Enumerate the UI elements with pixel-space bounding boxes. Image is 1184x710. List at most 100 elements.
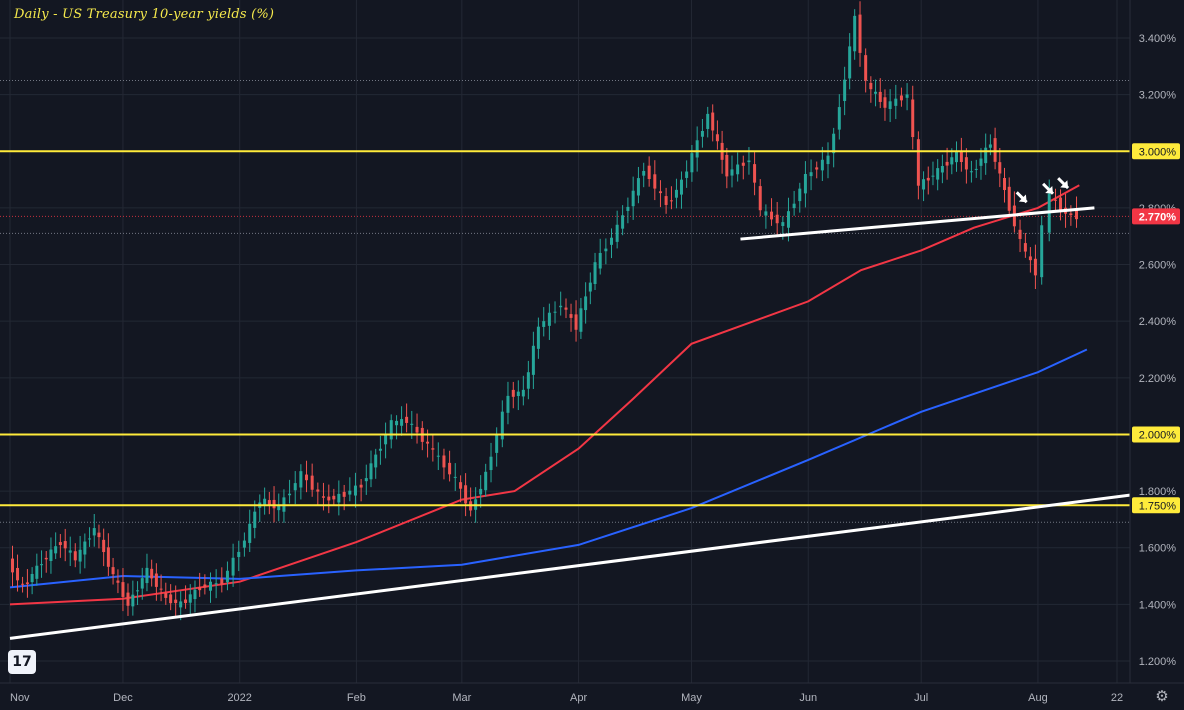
candle-body: [826, 155, 830, 165]
candle-body: [741, 162, 745, 166]
candle-body: [674, 189, 678, 198]
candle-body: [495, 435, 499, 453]
price-label-text: 3.000%: [1139, 146, 1177, 158]
candle-body: [405, 416, 409, 423]
candle-body: [730, 169, 734, 176]
candle-body: [786, 211, 790, 228]
candle-body: [798, 188, 802, 202]
candle-body: [610, 237, 614, 245]
candle-body: [1033, 258, 1037, 276]
time-axis-panel: [0, 683, 1184, 710]
x-tick-label: Apr: [570, 692, 587, 704]
candle-body: [888, 101, 892, 109]
candles: [11, 1, 1079, 621]
candle-body: [140, 578, 144, 589]
candle-body: [145, 567, 149, 584]
candle-body: [837, 107, 841, 130]
candle-body: [950, 157, 954, 165]
candle-body: [378, 448, 382, 451]
candle-body: [781, 222, 785, 227]
candle-body: [126, 592, 130, 606]
candle-body: [131, 594, 135, 607]
candle-body: [193, 589, 197, 600]
candle-body: [931, 175, 935, 177]
candle-body: [685, 171, 689, 178]
candle-body: [574, 314, 578, 330]
candle-body: [869, 82, 873, 90]
arrow-marker: [1057, 177, 1070, 190]
candle-body: [979, 158, 983, 166]
candle-body: [231, 557, 235, 576]
candle-body: [11, 558, 15, 573]
y-tick-label: 2.400%: [1139, 316, 1177, 328]
y-tick-label: 2.600%: [1139, 260, 1177, 272]
candle-body: [1007, 186, 1011, 211]
candle-body: [588, 282, 592, 292]
candle-body: [332, 495, 336, 500]
gear-icon[interactable]: ⚙: [1155, 688, 1169, 705]
candle-body: [489, 456, 493, 471]
candle-body: [310, 475, 314, 490]
candle-body: [464, 485, 468, 504]
candle-body: [337, 493, 341, 503]
candle-body: [955, 151, 959, 163]
tradingview-logo-icon[interactable]: 17: [8, 650, 36, 674]
candle-body: [711, 112, 715, 131]
candle-body: [436, 455, 440, 457]
candle-body: [321, 496, 325, 498]
candle-body: [832, 133, 836, 154]
candle-body: [803, 174, 807, 194]
candle-body: [706, 113, 710, 129]
candle-body: [669, 200, 673, 202]
candle-body: [220, 578, 224, 585]
candle-body: [579, 308, 583, 332]
candle-body: [775, 214, 779, 224]
candle-body: [864, 55, 868, 81]
candle-body: [83, 541, 87, 555]
arrow-marker: [1042, 182, 1055, 195]
candle-body: [267, 500, 271, 505]
moving-average-line-2: [9, 348, 1088, 589]
candle-body: [348, 490, 352, 495]
candle-body: [44, 557, 48, 560]
candle-body: [277, 505, 281, 511]
candle-body: [809, 172, 813, 177]
candle-body: [736, 164, 740, 175]
candle-body: [16, 567, 20, 581]
candle-body: [410, 423, 414, 425]
candle-body: [899, 95, 903, 101]
candle-body: [1054, 199, 1057, 201]
candle-body: [631, 190, 635, 207]
candle-body: [164, 592, 168, 598]
candle-body: [49, 549, 53, 561]
candle-body: [121, 582, 125, 597]
candle-body: [248, 523, 252, 543]
candle-body: [253, 511, 257, 528]
candle-body: [690, 153, 694, 173]
candle-body: [188, 594, 192, 603]
candle-body: [553, 311, 557, 313]
y-tick-label: 1.600%: [1139, 543, 1177, 555]
x-tick-label: 2022: [227, 692, 251, 704]
candle-body: [384, 435, 388, 445]
candle-body: [150, 568, 154, 579]
candle-body: [993, 138, 997, 162]
candle-body: [154, 573, 158, 587]
candle-body: [858, 14, 862, 53]
candle-body: [68, 550, 72, 553]
candle-body: [715, 134, 719, 142]
x-tick-label: Feb: [347, 692, 366, 704]
candle-body: [874, 91, 878, 94]
candle-body: [448, 462, 452, 475]
candle-body: [395, 420, 399, 426]
candle-body: [58, 542, 62, 546]
candle-body: [426, 441, 430, 444]
x-tick-label: Jun: [799, 692, 817, 704]
candle-body: [679, 179, 683, 195]
price-label-text: 2.770%: [1139, 211, 1177, 223]
candle-body: [664, 196, 668, 205]
candle-body: [97, 532, 101, 538]
candle-body: [569, 314, 573, 318]
